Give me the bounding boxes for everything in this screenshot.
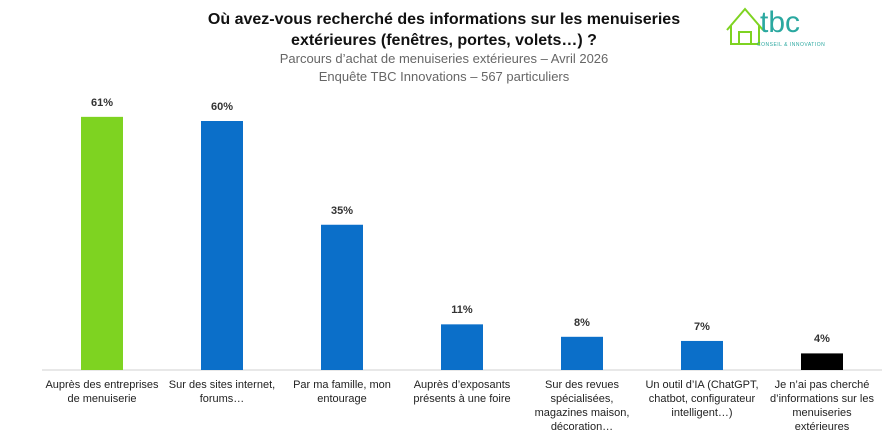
bar	[441, 324, 483, 370]
logo-icon	[726, 7, 764, 45]
bar	[81, 116, 123, 370]
bar	[561, 336, 603, 370]
data-label: 61%	[90, 96, 114, 109]
x-tick-label: Je n’ai pas cherché d’informations sur l…	[770, 379, 874, 433]
bar	[801, 353, 843, 370]
data-label: 60%	[210, 101, 234, 113]
subtitle: Enquête TBC Innovations – 567 particulie…	[318, 69, 570, 84]
data-label: 8%	[574, 316, 590, 329]
x-tick-label: Auprès des entreprises de menuiserie	[45, 379, 159, 405]
x-tick-label: Un outil d’IA (ChatGPT, chatbot, configu…	[645, 379, 759, 419]
subtitle: Parcours d’achat de menuiseries extérieu…	[279, 51, 609, 66]
logo-name: tbc	[760, 6, 801, 39]
data-label: 35%	[330, 204, 354, 217]
chart-title: Où avez-vous recherché des informations …	[207, 11, 681, 49]
x-tick-label: Par ma famille, mon entourage	[293, 379, 391, 405]
x-tick-label: Sur des revues spécialisées, magazines m…	[534, 379, 630, 433]
x-tick-label: Auprès d’exposants présents à une foire	[413, 379, 511, 405]
logo-tagline: CONSEIL & INNOVATION	[757, 42, 826, 48]
bar	[201, 121, 243, 370]
bar	[681, 340, 723, 370]
data-label: 11%	[451, 304, 473, 317]
bar	[321, 224, 363, 370]
x-tick-label: Sur des sites internet, forums…	[168, 379, 276, 405]
data-label: 7%	[694, 320, 710, 333]
data-label: 4%	[814, 333, 830, 346]
